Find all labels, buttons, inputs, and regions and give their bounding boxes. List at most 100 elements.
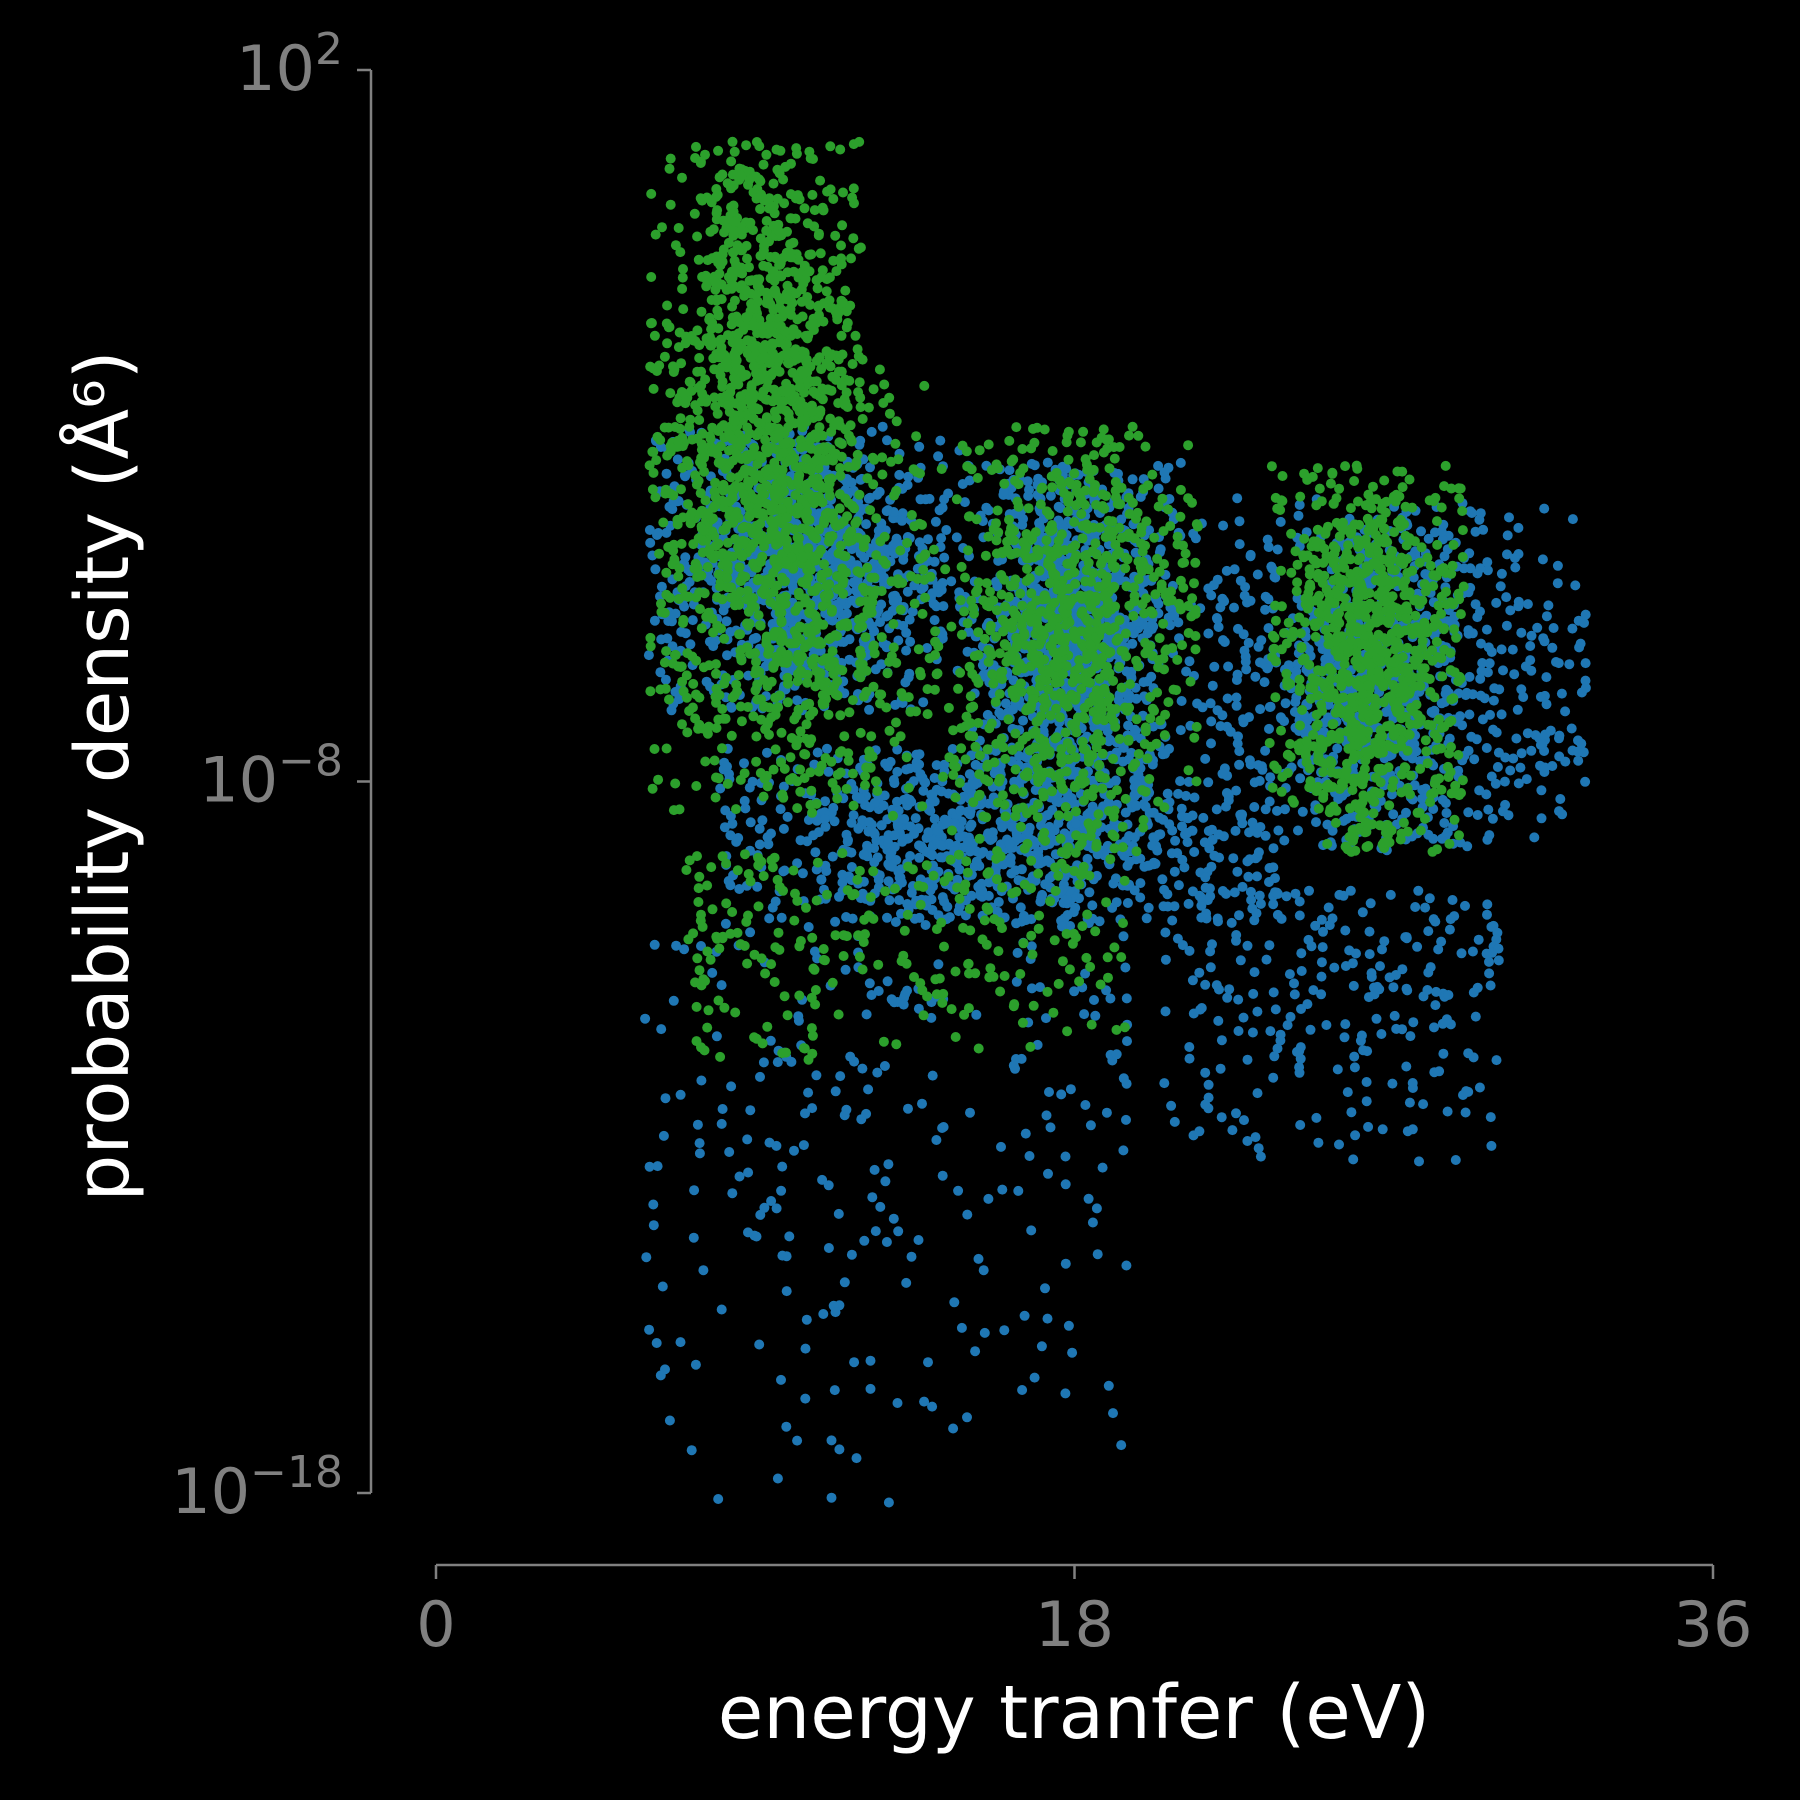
scatter-point bbox=[782, 811, 793, 822]
scatter-point bbox=[804, 249, 815, 260]
scatter-point bbox=[983, 828, 994, 839]
scatter-point bbox=[879, 572, 889, 583]
scatter-point bbox=[1079, 1009, 1090, 1020]
scatter-point bbox=[1162, 901, 1173, 912]
scatter-point bbox=[811, 1070, 822, 1081]
scatter-point bbox=[1361, 1077, 1372, 1087]
scatter-point bbox=[892, 1398, 903, 1408]
scatter-point bbox=[1004, 465, 1015, 476]
scatter-point bbox=[1347, 958, 1358, 969]
scatter-point bbox=[951, 532, 962, 543]
scatter-point bbox=[1026, 1225, 1037, 1236]
scatter-point bbox=[716, 1304, 727, 1315]
scatter-point bbox=[1471, 734, 1482, 745]
scatter-point bbox=[1413, 885, 1424, 896]
scatter-point bbox=[869, 829, 880, 840]
scatter-point bbox=[878, 800, 889, 811]
scatter-point bbox=[1172, 933, 1183, 944]
scatter-point bbox=[1545, 725, 1556, 736]
scatter-point bbox=[1175, 457, 1186, 468]
scatter-point bbox=[934, 505, 945, 516]
scatter-point bbox=[1228, 853, 1239, 864]
scatter-point bbox=[838, 637, 849, 647]
scatter-point bbox=[729, 255, 740, 266]
scatter-point bbox=[708, 641, 719, 652]
scatter-point bbox=[1479, 693, 1490, 704]
scatter-point bbox=[856, 1114, 867, 1125]
scatter-point bbox=[1275, 1029, 1286, 1040]
scatter-point bbox=[691, 141, 701, 152]
scatter-point bbox=[1465, 563, 1476, 574]
scatter-point bbox=[1436, 936, 1447, 947]
scatter-point bbox=[867, 1192, 878, 1203]
scatter-point bbox=[1511, 733, 1522, 744]
scatter-point bbox=[996, 1141, 1006, 1152]
scatter-point bbox=[918, 785, 929, 796]
scatter-point bbox=[1148, 621, 1159, 632]
scatter-point bbox=[1470, 526, 1481, 537]
scatter-point bbox=[700, 270, 711, 281]
scatter-point bbox=[793, 1015, 804, 1026]
scatter-point bbox=[1441, 808, 1452, 818]
scatter-point bbox=[807, 317, 818, 328]
scatter-point bbox=[727, 1188, 738, 1199]
scatter-point bbox=[1013, 1185, 1024, 1196]
scatter-point bbox=[1263, 542, 1274, 552]
scatter-point bbox=[855, 435, 866, 446]
scatter-point bbox=[655, 435, 666, 445]
scatter-point bbox=[1423, 533, 1434, 544]
scatter-point bbox=[791, 288, 802, 299]
scatter-point bbox=[1216, 1035, 1227, 1046]
scatter-point bbox=[1525, 655, 1536, 666]
scatter-point bbox=[801, 1314, 812, 1325]
scatter-point bbox=[834, 1444, 845, 1455]
scatter-point bbox=[1556, 688, 1567, 699]
scatter-point bbox=[1018, 715, 1028, 726]
scatter-point bbox=[889, 841, 900, 852]
scatter-point bbox=[708, 553, 719, 564]
scatter-point bbox=[1377, 1124, 1388, 1135]
scatter-point bbox=[876, 820, 887, 831]
scatter-point bbox=[803, 1087, 814, 1098]
scatter-point bbox=[711, 184, 722, 194]
scatter-point bbox=[778, 174, 789, 185]
scatter-point bbox=[644, 1161, 655, 1172]
scatter-point bbox=[1516, 748, 1527, 759]
scatter-point bbox=[837, 349, 848, 360]
scatter-point bbox=[844, 654, 855, 665]
scatter-point bbox=[718, 215, 729, 226]
scatter-point bbox=[1532, 622, 1543, 633]
scatter-point bbox=[1567, 623, 1578, 634]
scatter-point bbox=[1489, 683, 1500, 694]
scatter-point bbox=[646, 188, 657, 199]
scatter-point bbox=[1217, 768, 1228, 779]
scatter-point bbox=[935, 435, 946, 446]
scatter-point bbox=[1238, 1012, 1249, 1023]
scatter-point bbox=[1240, 582, 1251, 592]
scatter-point bbox=[1229, 564, 1240, 575]
scatter-point bbox=[1067, 1347, 1078, 1358]
scatter-point bbox=[751, 1231, 762, 1242]
scatter-point bbox=[727, 301, 738, 312]
scatter-point bbox=[1011, 918, 1022, 929]
scatter-point bbox=[1118, 931, 1129, 942]
scatter-point bbox=[914, 852, 925, 863]
scatter-point bbox=[971, 1009, 982, 1020]
scatter-point bbox=[655, 667, 666, 678]
scatter-point bbox=[889, 830, 900, 841]
scatter-point bbox=[1207, 680, 1218, 691]
scatter-point bbox=[640, 1013, 651, 1024]
scatter-point bbox=[1141, 913, 1152, 924]
scatter-point bbox=[1538, 633, 1549, 644]
scatter-point bbox=[1317, 942, 1328, 953]
scatter-points bbox=[640, 136, 1591, 1508]
scatter-point bbox=[963, 837, 974, 847]
scatter-point bbox=[679, 944, 690, 955]
scatter-point bbox=[778, 252, 789, 263]
scatter-point bbox=[1017, 1385, 1028, 1395]
scatter-point bbox=[1251, 908, 1262, 919]
scatter-point bbox=[1535, 740, 1546, 750]
scatter-point bbox=[1221, 788, 1232, 798]
scatter-point bbox=[901, 627, 912, 638]
scatter-point bbox=[789, 348, 800, 359]
